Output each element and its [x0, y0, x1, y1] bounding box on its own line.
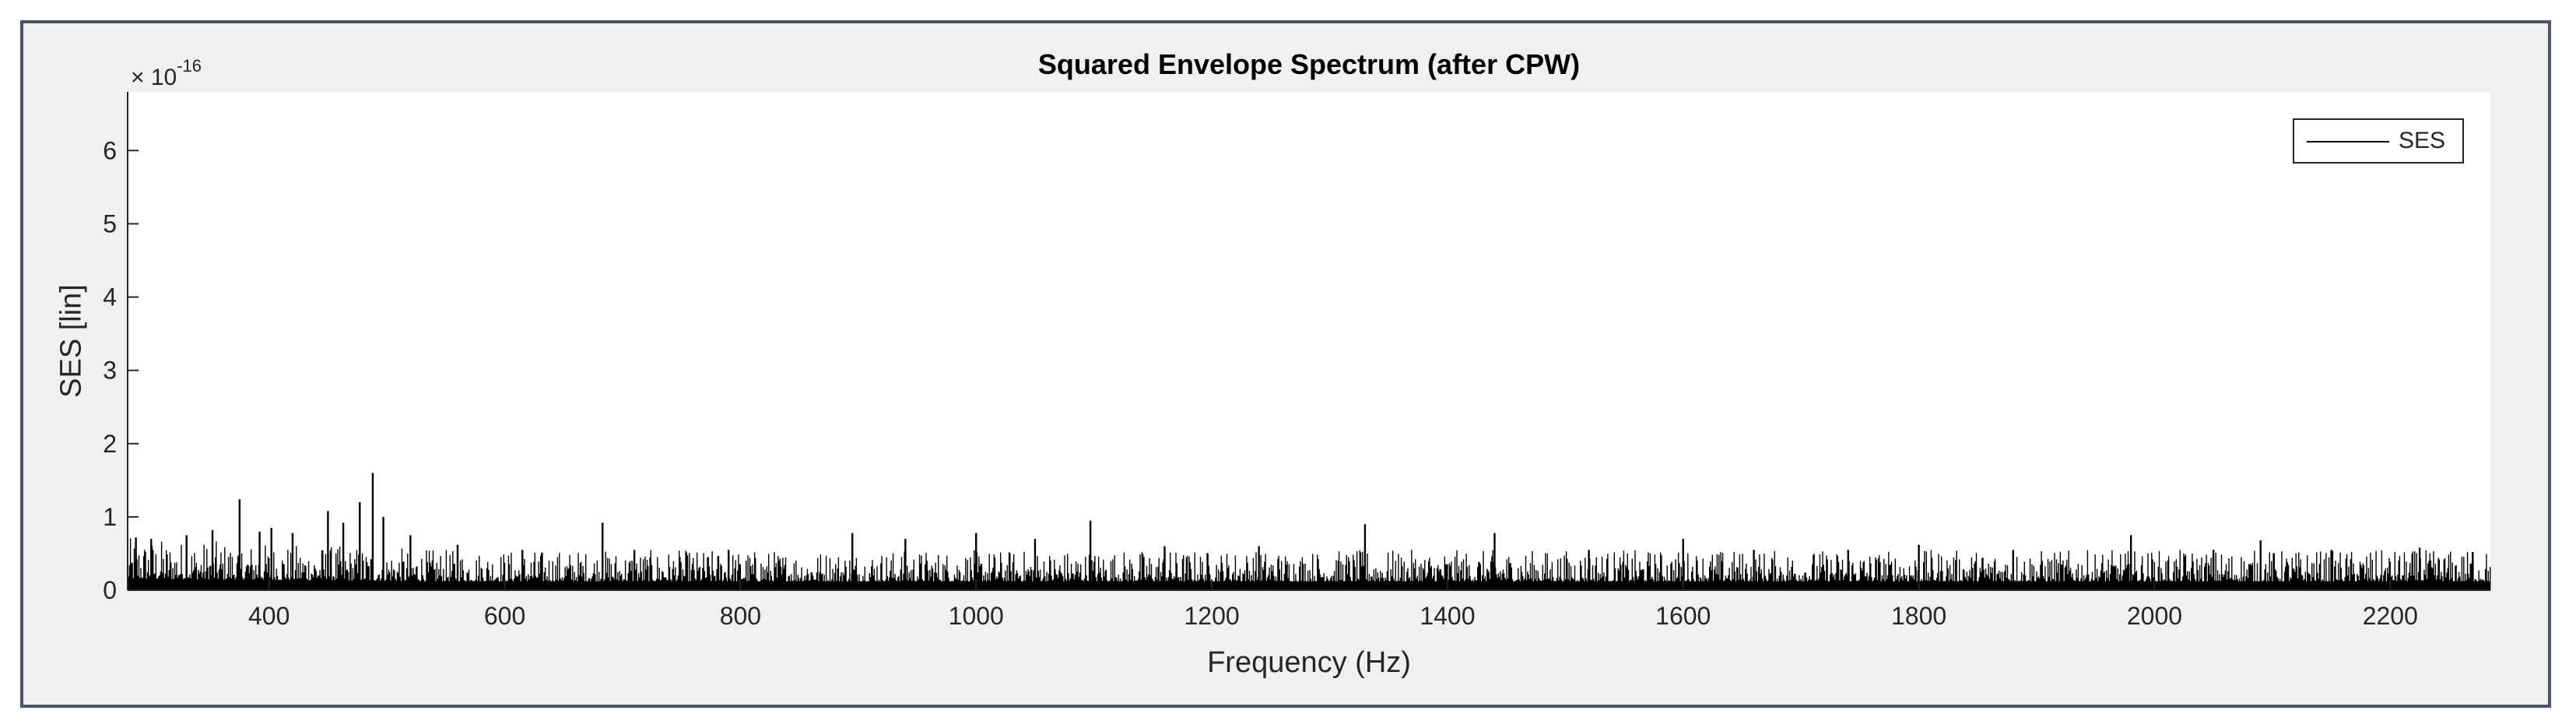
x-tick-label-2200: 2200	[2363, 602, 2418, 630]
y-axis-exponent: × 10-16	[131, 56, 202, 91]
chart-title: Squared Envelope Spectrum (after CPW)	[1037, 48, 1581, 80]
legend-label-ses: SES	[2399, 128, 2446, 153]
x-tick-label-1000: 1000	[949, 602, 1004, 630]
x-tick-label-1600: 1600	[1655, 602, 1711, 630]
plot-area	[128, 92, 2490, 590]
legend-swatch-ses	[2307, 141, 2389, 142]
series-ses-floor	[128, 581, 2490, 590]
x-tick-label-1400: 1400	[1420, 602, 1475, 630]
x-tick-label-1800: 1800	[1891, 602, 1946, 630]
y-axis-label: SES [lin]	[54, 284, 88, 398]
x-tick-label-1200: 1200	[1184, 602, 1239, 630]
y-tick-label-1: 1	[103, 503, 117, 531]
series-layer	[127, 473, 2491, 590]
y-tick-label-6: 6	[103, 136, 117, 164]
y-tick-label-4: 4	[103, 283, 117, 311]
x-tick-label-400: 400	[248, 602, 290, 630]
y-exponent-power: -16	[177, 56, 202, 76]
x-tick-label-800: 800	[720, 602, 761, 630]
y-tick-label-0: 0	[103, 576, 117, 604]
y-tick-label-2: 2	[103, 430, 117, 458]
y-exponent-base: × 10	[131, 65, 177, 90]
x-tick-label-2000: 2000	[2127, 602, 2182, 630]
x-tick-label-600: 600	[484, 602, 525, 630]
x-axis-label: Frequency (Hz)	[1207, 646, 1411, 679]
y-tick-label-3: 3	[103, 357, 117, 385]
legend[interactable]: SES	[2293, 118, 2464, 164]
y-tick-label-5: 5	[103, 209, 117, 237]
axes-layer: 400 600 800 1000 1200 1400 1600 1800 2000 2200 0 1 2…	[103, 92, 2490, 630]
